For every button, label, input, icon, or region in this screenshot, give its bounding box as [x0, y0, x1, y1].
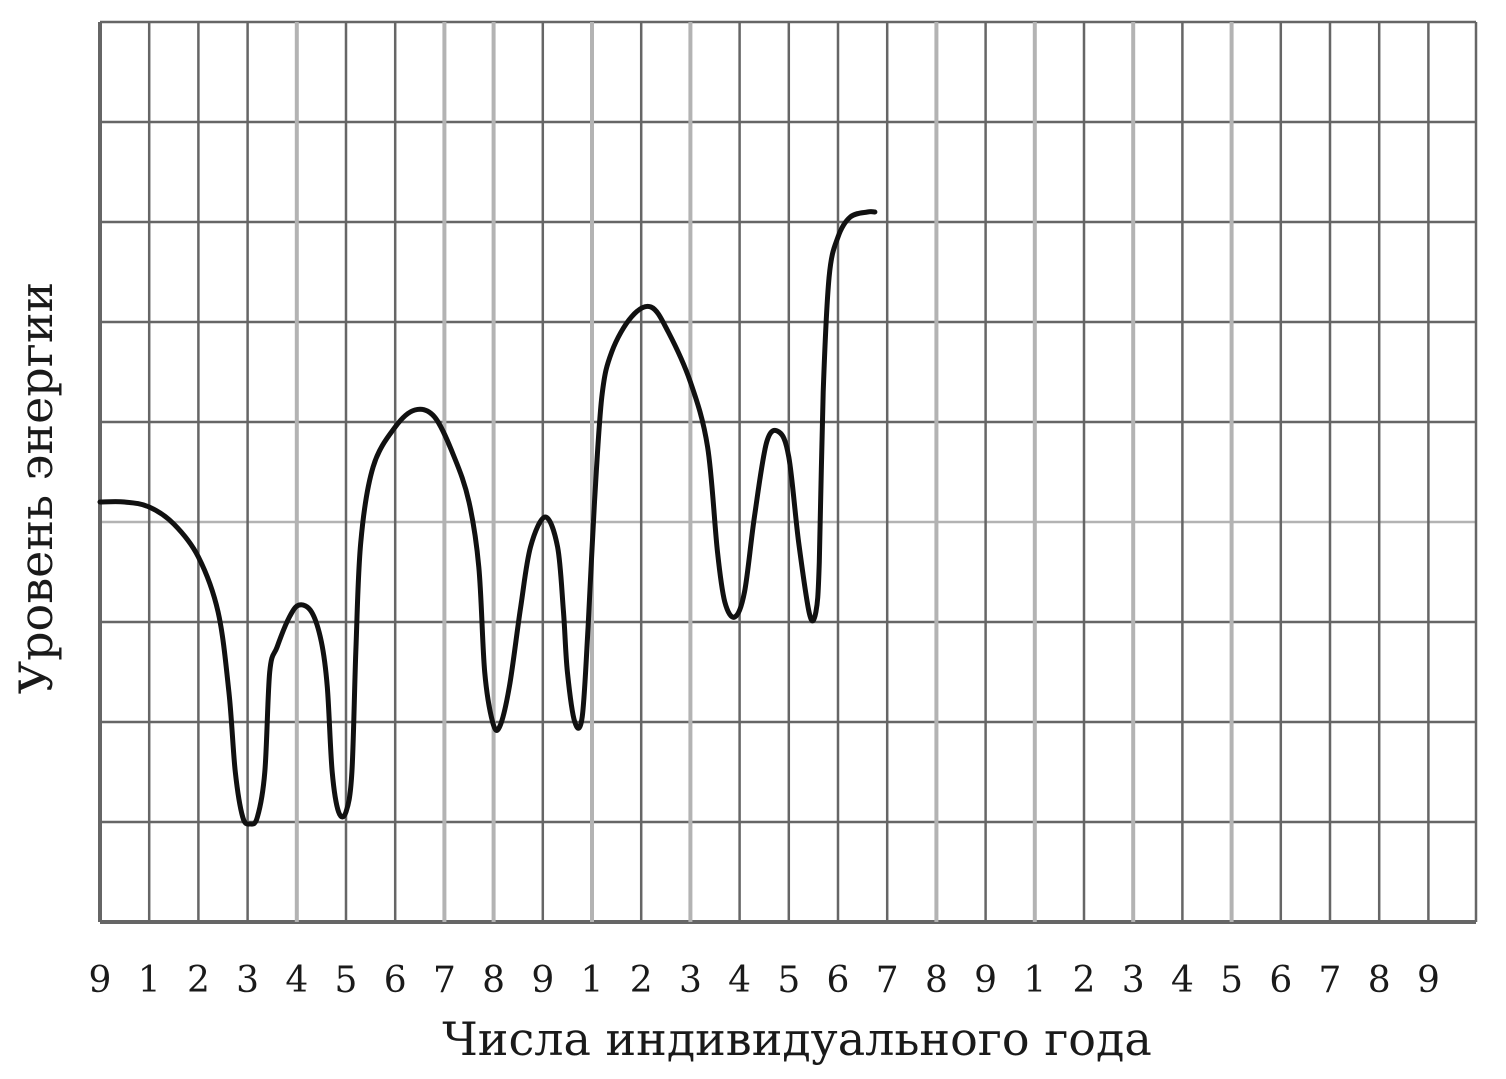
x-tick-label: 7	[876, 960, 899, 1001]
x-tick-label: 9	[1417, 960, 1440, 1001]
x-tick-label: 6	[1269, 960, 1292, 1001]
x-tick-label: 9	[89, 960, 112, 1001]
x-tick-label: 9	[974, 960, 997, 1001]
grid	[98, 20, 1478, 924]
x-tick-label: 3	[236, 960, 259, 1001]
x-tick-label: 5	[335, 960, 358, 1001]
x-tick-label: 2	[187, 960, 210, 1001]
x-tick-label: 1	[1023, 960, 1046, 1001]
x-tick-label: 7	[433, 960, 456, 1001]
x-tick-label: 6	[384, 960, 407, 1001]
x-tick-label: 7	[1319, 960, 1342, 1001]
x-tick-label: 8	[482, 960, 505, 1001]
x-tick-label: 8	[1368, 960, 1391, 1001]
y-axis-title: Уровень энергии	[9, 282, 63, 694]
energy-curve	[97, 209, 878, 827]
x-tick-label: 2	[1073, 960, 1096, 1001]
x-tick-label: 1	[581, 960, 604, 1001]
x-tick-label: 1	[138, 960, 161, 1001]
x-tick-label: 5	[777, 960, 800, 1001]
x-tick-label: 3	[1122, 960, 1145, 1001]
x-tick-label: 4	[1171, 960, 1194, 1001]
x-tick-label: 9	[531, 960, 554, 1001]
x-tick-label: 5	[1220, 960, 1243, 1001]
x-tick-label: 2	[630, 960, 653, 1001]
x-tick-label: 8	[925, 960, 948, 1001]
x-tick-label: 6	[827, 960, 850, 1001]
x-tick-label: 3	[679, 960, 702, 1001]
x-tick-label: 4	[285, 960, 308, 1001]
x-tick-label: 4	[728, 960, 751, 1001]
x-axis-title: Числа индивидуального года	[442, 1012, 1152, 1066]
